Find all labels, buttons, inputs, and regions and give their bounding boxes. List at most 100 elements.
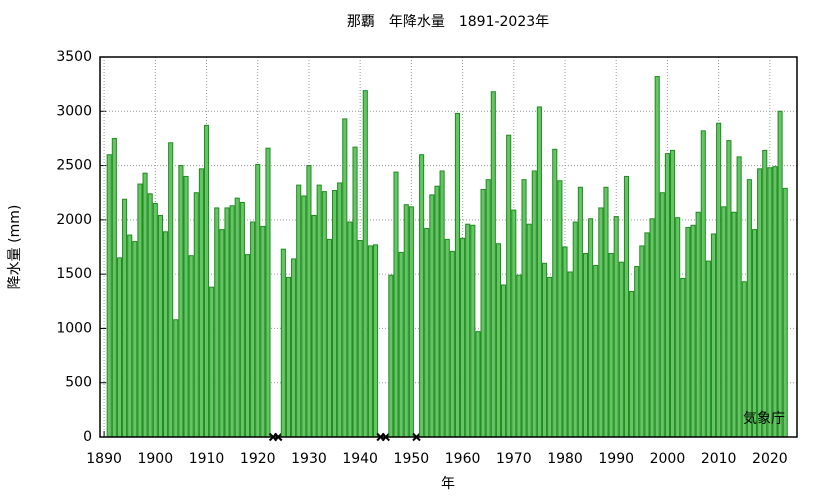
bar: [629, 291, 635, 438]
bar: [644, 232, 650, 438]
bar: [470, 224, 476, 438]
bar: [403, 204, 409, 438]
bar: [106, 154, 112, 438]
bar: [634, 266, 640, 438]
bar: [316, 184, 322, 438]
annotation: 気象庁: [743, 411, 785, 427]
bar: [367, 245, 373, 438]
bar: [434, 185, 440, 438]
bar: [419, 154, 425, 438]
bar: [731, 211, 737, 438]
bar: [716, 122, 722, 438]
x-tick-label: 1930: [291, 451, 327, 467]
bar: [618, 261, 624, 438]
bar: [203, 124, 210, 438]
bar: [439, 170, 445, 438]
bar: [721, 206, 727, 438]
bar: [654, 76, 660, 438]
bar: [541, 262, 548, 438]
bar: [772, 166, 778, 438]
bar: [183, 175, 189, 438]
bar: [301, 195, 307, 438]
bar: [116, 257, 123, 438]
bar: [291, 258, 297, 438]
bar: [198, 168, 204, 438]
bar: [193, 192, 199, 438]
bar: [454, 112, 461, 438]
bar: [531, 170, 537, 438]
x-tick-label: 1890: [86, 451, 122, 467]
bar: [332, 190, 338, 438]
bar: [659, 192, 665, 438]
bar: [613, 216, 619, 438]
bar: [173, 319, 179, 438]
bar: [127, 234, 133, 438]
bar: [163, 231, 169, 438]
bar: [475, 331, 481, 438]
x-tick-label: 1960: [445, 451, 481, 467]
bar: [122, 198, 128, 438]
bar: [690, 224, 696, 438]
bar: [675, 217, 681, 438]
x-tick-label: 1910: [189, 451, 225, 467]
bar: [782, 187, 788, 438]
bar: [142, 172, 148, 438]
bar: [680, 277, 686, 438]
bar: [516, 274, 522, 438]
bar: [168, 142, 174, 438]
bar: [219, 229, 225, 438]
bar: [388, 274, 394, 438]
bar: [705, 260, 711, 438]
bar: [111, 137, 117, 438]
bar: [352, 146, 358, 438]
bar: [362, 90, 368, 438]
x-tick-label: 1970: [496, 451, 532, 467]
bar: [260, 225, 266, 438]
bar: [250, 221, 256, 438]
bar: [408, 206, 414, 438]
bar: [460, 237, 466, 438]
bar: [296, 184, 302, 438]
bar: [311, 215, 317, 438]
bar: [347, 221, 353, 438]
bar: [285, 276, 292, 438]
bar: [552, 148, 558, 438]
bar: [664, 153, 670, 438]
bar: [562, 246, 568, 438]
bar: [603, 186, 609, 438]
y-tick-label: 3000: [56, 103, 92, 119]
x-tick-label: 1940: [342, 451, 378, 467]
y-tick-label: 1000: [56, 320, 92, 336]
bar: [357, 239, 363, 438]
bar: [567, 271, 573, 438]
bar: [147, 193, 153, 438]
bar: [255, 163, 261, 438]
y-tick-label: 2500: [56, 158, 92, 174]
bar: [393, 171, 399, 438]
bar: [710, 233, 717, 438]
bar: [306, 165, 312, 438]
x-tick-label: 1980: [547, 451, 583, 467]
bar: [239, 201, 245, 438]
y-axis-label: 降水量 (mm): [7, 205, 23, 290]
bar: [695, 211, 701, 438]
bar: [547, 276, 553, 438]
bar: [777, 110, 783, 438]
bar: [178, 165, 184, 438]
bar: [244, 254, 251, 438]
bar: [265, 147, 271, 438]
y-tick-label: 0: [83, 429, 92, 445]
x-tick-label: 1920: [240, 451, 276, 467]
bar: [480, 188, 486, 438]
bar: [757, 168, 763, 438]
bar: [557, 180, 563, 438]
bar: [762, 149, 768, 438]
bar: [152, 203, 158, 438]
bar: [598, 207, 604, 438]
bar: [326, 238, 332, 438]
x-tick-label: 2000: [650, 451, 686, 467]
bar: [398, 251, 404, 438]
y-tick-label: 2000: [56, 212, 92, 228]
bar: [224, 207, 230, 438]
